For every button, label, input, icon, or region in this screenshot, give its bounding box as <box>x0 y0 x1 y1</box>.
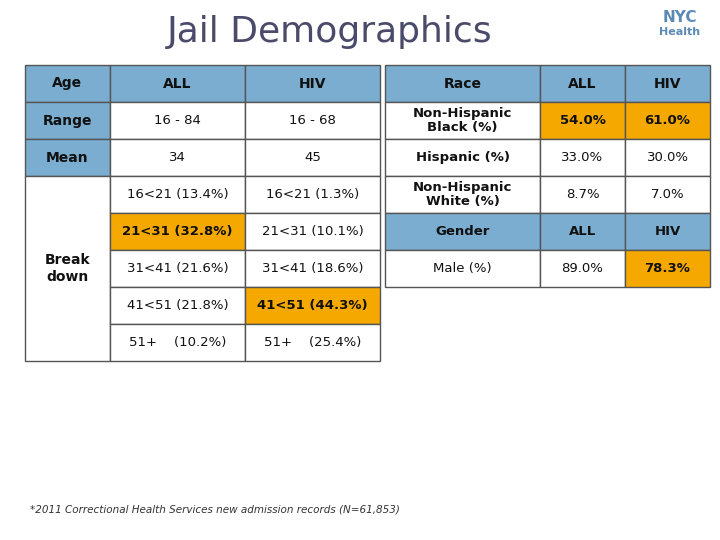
Bar <box>25 139 110 176</box>
Text: 8.7%: 8.7% <box>566 188 599 201</box>
Text: 30.0%: 30.0% <box>647 151 688 164</box>
Bar <box>245 324 380 361</box>
Text: Non-Hispanic
White (%): Non-Hispanic White (%) <box>413 180 512 208</box>
Text: 41<51 (44.3%): 41<51 (44.3%) <box>257 299 368 312</box>
Text: 45: 45 <box>304 151 321 164</box>
Bar <box>110 176 245 213</box>
Text: Mean: Mean <box>46 151 89 165</box>
Text: Range: Range <box>42 113 92 127</box>
Bar <box>385 213 540 250</box>
Bar <box>625 65 710 102</box>
Text: ALL: ALL <box>568 77 597 91</box>
Text: HIV: HIV <box>654 225 680 238</box>
Bar <box>540 213 625 250</box>
Text: 61.0%: 61.0% <box>644 114 690 127</box>
Text: 41<51 (21.8%): 41<51 (21.8%) <box>127 299 228 312</box>
Bar <box>245 176 380 213</box>
Text: NYC: NYC <box>662 10 697 25</box>
Text: Jail Demographics: Jail Demographics <box>167 15 492 49</box>
Text: *2011 Correctional Health Services new admission records (N=61,853): *2011 Correctional Health Services new a… <box>30 505 400 515</box>
Text: 16 - 68: 16 - 68 <box>289 114 336 127</box>
Text: 21<31 (32.8%): 21<31 (32.8%) <box>122 225 233 238</box>
Text: 51+    (25.4%): 51+ (25.4%) <box>264 336 361 349</box>
Text: Gender: Gender <box>436 225 490 238</box>
Text: 89.0%: 89.0% <box>562 262 603 275</box>
Text: 51+    (10.2%): 51+ (10.2%) <box>129 336 226 349</box>
Bar <box>625 250 710 287</box>
Text: Age: Age <box>53 77 83 91</box>
Text: HIV: HIV <box>299 77 326 91</box>
Bar <box>540 139 625 176</box>
Bar <box>245 65 380 102</box>
Bar <box>110 139 245 176</box>
Bar <box>25 176 110 361</box>
Bar <box>625 139 710 176</box>
Text: ALL: ALL <box>569 225 596 238</box>
Bar <box>110 213 245 250</box>
Bar <box>385 139 540 176</box>
Bar <box>385 102 540 139</box>
Bar <box>540 65 625 102</box>
Bar <box>245 102 380 139</box>
Text: 54.0%: 54.0% <box>559 114 606 127</box>
Bar <box>110 324 245 361</box>
Text: HIV: HIV <box>654 77 681 91</box>
Bar <box>245 213 380 250</box>
Text: Health: Health <box>660 27 701 37</box>
Bar <box>625 102 710 139</box>
Bar <box>385 176 540 213</box>
Text: 33.0%: 33.0% <box>562 151 603 164</box>
Text: 78.3%: 78.3% <box>644 262 690 275</box>
Bar <box>245 139 380 176</box>
Bar <box>540 250 625 287</box>
Text: 16 - 84: 16 - 84 <box>154 114 201 127</box>
Bar <box>385 65 540 102</box>
Bar <box>385 250 540 287</box>
Bar <box>540 102 625 139</box>
Bar <box>245 250 380 287</box>
Bar <box>110 65 245 102</box>
Text: Hispanic (%): Hispanic (%) <box>415 151 510 164</box>
Bar <box>245 287 380 324</box>
Bar <box>625 176 710 213</box>
Text: Race: Race <box>444 77 482 91</box>
Text: 16<21 (13.4%): 16<21 (13.4%) <box>127 188 228 201</box>
Text: 31<41 (18.6%): 31<41 (18.6%) <box>262 262 364 275</box>
Text: 34: 34 <box>169 151 186 164</box>
Bar <box>110 250 245 287</box>
Text: 7.0%: 7.0% <box>651 188 684 201</box>
Bar <box>25 102 110 139</box>
Bar <box>110 102 245 139</box>
Text: ALL: ALL <box>163 77 192 91</box>
Bar <box>110 287 245 324</box>
Text: Break
down: Break down <box>45 253 90 284</box>
Text: 21<31 (10.1%): 21<31 (10.1%) <box>261 225 364 238</box>
Bar <box>625 213 710 250</box>
Bar <box>540 176 625 213</box>
Bar <box>25 65 110 102</box>
Text: 16<21 (1.3%): 16<21 (1.3%) <box>266 188 359 201</box>
Text: Non-Hispanic
Black (%): Non-Hispanic Black (%) <box>413 106 512 134</box>
Text: Male (%): Male (%) <box>433 262 492 275</box>
Text: 31<41 (21.6%): 31<41 (21.6%) <box>127 262 228 275</box>
